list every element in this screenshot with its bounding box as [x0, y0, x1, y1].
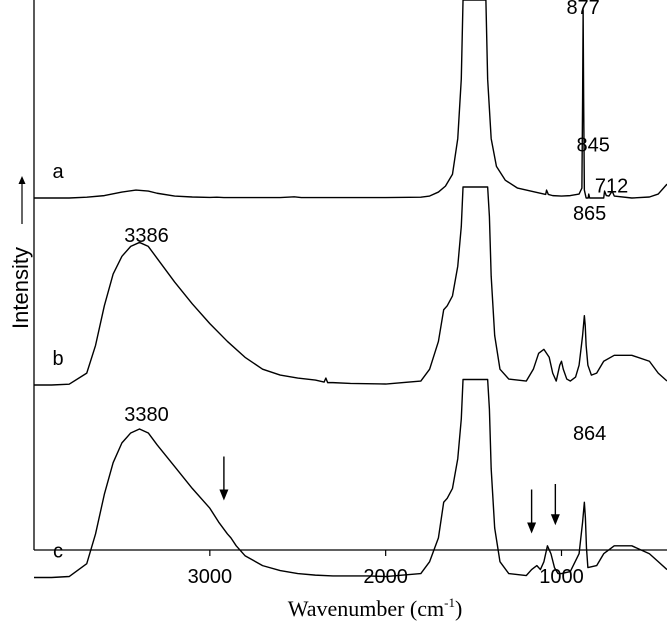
x-tick-label-1000: 1000 — [539, 566, 584, 588]
annotation-3380: 3380 — [124, 404, 169, 426]
annotation-712: 712 — [595, 176, 628, 198]
x-tick-label-3000: 3000 — [188, 566, 233, 588]
x-axis-label-superscript: -1 — [444, 595, 455, 610]
x-axis-label-close: ) — [455, 596, 462, 621]
y-axis-label-group: Intensity — [8, 176, 33, 329]
series-labels: a b c — [52, 161, 64, 563]
arrow-head-2 — [527, 522, 537, 534]
annotation-864: 864 — [573, 423, 606, 445]
y-axis-label-arrow-head — [18, 176, 26, 184]
arrow-head-3 — [550, 514, 560, 526]
x-axis-label-main: Wavenumber (cm — [288, 596, 444, 621]
series-line-b — [34, 186, 667, 386]
annotation-877: 877 — [566, 0, 599, 19]
plot-frame — [33, 0, 667, 551]
x-ticks: 3000 2000 1000 — [188, 550, 584, 588]
arrow-head-1 — [219, 489, 229, 501]
annotation-845: 845 — [576, 134, 609, 156]
annotations: 877 845 712 3386 865 3380 864 — [124, 0, 628, 445]
series-label-b: b — [52, 348, 63, 370]
series-label-c: c — [53, 541, 63, 563]
series-group — [34, 0, 667, 579]
x-axis-label: Wavenumber (cm-1) — [288, 595, 463, 621]
annotation-865: 865 — [573, 203, 606, 225]
series-line-c — [34, 378, 667, 579]
y-axis-label: Intensity — [8, 247, 33, 329]
series-label-a: a — [52, 161, 64, 183]
series-line-a — [34, 0, 667, 199]
annotation-3386: 3386 — [124, 225, 169, 247]
annotation-arrows — [219, 456, 560, 534]
